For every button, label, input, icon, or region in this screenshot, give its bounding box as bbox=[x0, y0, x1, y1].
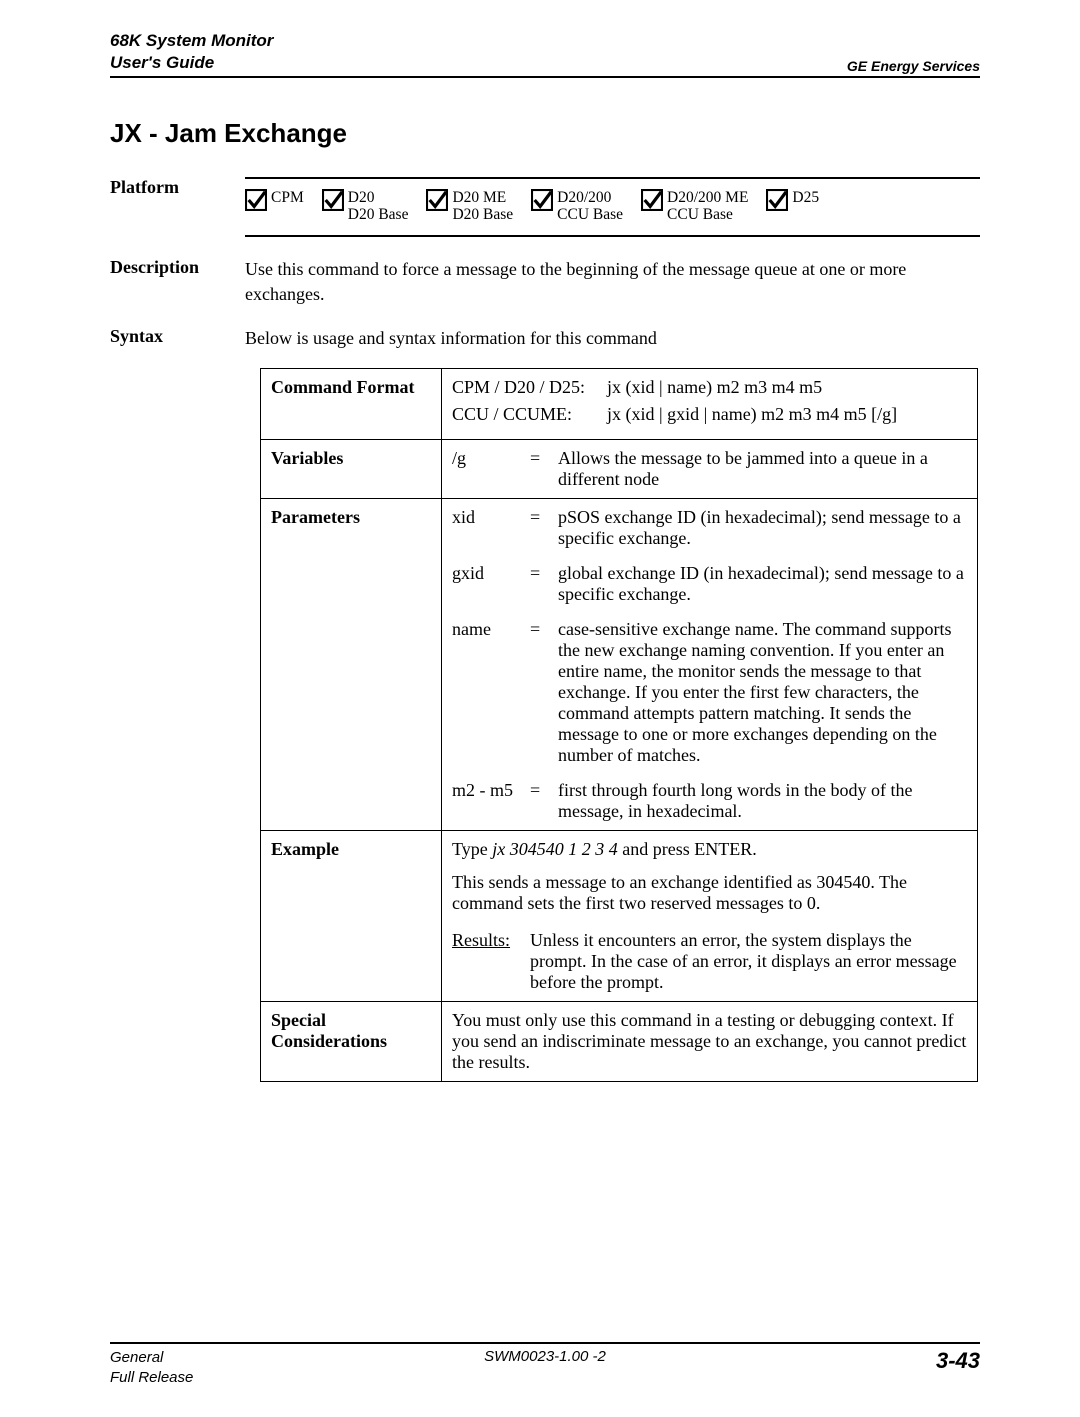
platform-list: CPM D20 D20 Base D20 ME bbox=[245, 177, 980, 237]
platform-item: D25 bbox=[766, 189, 819, 211]
param-row: xid = pSOS exchange ID (in hexadecimal);… bbox=[452, 507, 967, 549]
example-type-line: Type jx 304540 1 2 3 4 and press ENTER. bbox=[452, 839, 967, 860]
syntax-table: Command Format CPM / D20 / D25: jx (xid … bbox=[260, 368, 978, 1082]
parameters-body: xid = pSOS exchange ID (in hexadecimal);… bbox=[442, 499, 978, 831]
command-format-body: CPM / D20 / D25: jx (xid | name) m2 m3 m… bbox=[442, 369, 978, 440]
checkbox-checked-icon bbox=[245, 189, 267, 211]
example-body: Type jx 304540 1 2 3 4 and press ENTER. … bbox=[442, 831, 978, 1002]
platform-label-text: D20/200 ME CCU Base bbox=[667, 189, 748, 223]
doc-title: 68K System Monitor bbox=[110, 30, 273, 52]
page-title: JX - Jam Exchange bbox=[110, 118, 980, 149]
format-row: CPM / D20 / D25: jx (xid | name) m2 m3 m… bbox=[452, 377, 967, 398]
equals-sign: = bbox=[530, 619, 558, 766]
special-label: Special Considerations bbox=[261, 1002, 442, 1082]
platform-body: CPM D20 D20 Base D20 ME bbox=[245, 177, 980, 237]
param-row: gxid = global exchange ID (in hexadecima… bbox=[452, 563, 967, 605]
page-number: 3-43 bbox=[936, 1348, 980, 1374]
param-row: /g = Allows the message to be jammed int… bbox=[452, 448, 967, 490]
page: 68K System Monitor User's Guide GE Energ… bbox=[0, 0, 1080, 1417]
description-label: Description bbox=[110, 257, 245, 306]
platform-item: D20/200 CCU Base bbox=[531, 189, 623, 223]
syntax-label: Syntax bbox=[110, 326, 245, 350]
page-footer: General Full Release SWM0023-1.00 -2 3-4… bbox=[110, 1342, 980, 1387]
table-row: Special Considerations You must only use… bbox=[261, 1002, 978, 1082]
format-row: CCU / CCUME: jx (xid | gxid | name) m2 m… bbox=[452, 404, 967, 425]
table-row: Command Format CPM / D20 / D25: jx (xid … bbox=[261, 369, 978, 440]
page-header: 68K System Monitor User's Guide GE Energ… bbox=[110, 30, 980, 78]
variables-body: /g = Allows the message to be jammed int… bbox=[442, 440, 978, 499]
param-row: name = case-sensitive exchange name. The… bbox=[452, 619, 967, 766]
platform-section: Platform CPM D20 D20 Base bbox=[110, 177, 980, 237]
footer-wrap: General Full Release SWM0023-1.00 -2 3-4… bbox=[110, 1342, 980, 1387]
header-right: GE Energy Services bbox=[847, 58, 980, 74]
checkbox-checked-icon bbox=[531, 189, 553, 211]
checkbox-checked-icon bbox=[426, 189, 448, 211]
footer-left: General Full Release bbox=[110, 1348, 193, 1387]
results-text: Unless it encounters an error, the syste… bbox=[530, 930, 967, 993]
checkbox-checked-icon bbox=[322, 189, 344, 211]
syntax-intro: Below is usage and syntax information fo… bbox=[245, 326, 980, 350]
table-row: Example Type jx 304540 1 2 3 4 and press… bbox=[261, 831, 978, 1002]
example-label: Example bbox=[261, 831, 442, 1002]
equals-sign: = bbox=[530, 507, 558, 549]
platform-item: D20 ME D20 Base bbox=[426, 189, 513, 223]
header-left: 68K System Monitor User's Guide bbox=[110, 30, 273, 74]
platform-label-text: D20 ME D20 Base bbox=[452, 189, 513, 223]
platform-label-text: D20/200 CCU Base bbox=[557, 189, 623, 223]
platform-item: D20 D20 Base bbox=[322, 189, 409, 223]
equals-sign: = bbox=[530, 780, 558, 822]
doc-subtitle: User's Guide bbox=[110, 52, 273, 74]
results-label: Results: bbox=[452, 930, 530, 993]
param-row: m2 - m5 = first through fourth long word… bbox=[452, 780, 967, 822]
description-section: Description Use this command to force a … bbox=[110, 257, 980, 306]
special-text: You must only use this command in a test… bbox=[442, 1002, 978, 1082]
table-row: Parameters xid = pSOS exchange ID (in he… bbox=[261, 499, 978, 831]
example-desc: This sends a message to an exchange iden… bbox=[452, 872, 967, 914]
syntax-section: Syntax Below is usage and syntax informa… bbox=[110, 326, 980, 350]
table-row: Variables /g = Allows the message to be … bbox=[261, 440, 978, 499]
platform-label: Platform bbox=[110, 177, 245, 237]
description-text: Use this command to force a message to t… bbox=[245, 257, 980, 306]
parameters-label: Parameters bbox=[261, 499, 442, 831]
footer-mid: SWM0023-1.00 -2 bbox=[484, 1348, 606, 1365]
results-row: Results: Unless it encounters an error, … bbox=[452, 930, 967, 993]
platform-item: CPM bbox=[245, 189, 304, 211]
platform-label-text: D20 D20 Base bbox=[348, 189, 409, 223]
checkbox-checked-icon bbox=[766, 189, 788, 211]
example-command: jx 304540 1 2 3 4 bbox=[492, 839, 618, 859]
variables-label: Variables bbox=[261, 440, 442, 499]
equals-sign: = bbox=[530, 448, 558, 490]
command-format-label: Command Format bbox=[261, 369, 442, 440]
checkbox-checked-icon bbox=[641, 189, 663, 211]
equals-sign: = bbox=[530, 563, 558, 605]
enter-key: ENTER bbox=[694, 839, 752, 859]
platform-label-text: D25 bbox=[792, 189, 819, 206]
platform-label-text: CPM bbox=[271, 189, 304, 206]
platform-item: D20/200 ME CCU Base bbox=[641, 189, 748, 223]
